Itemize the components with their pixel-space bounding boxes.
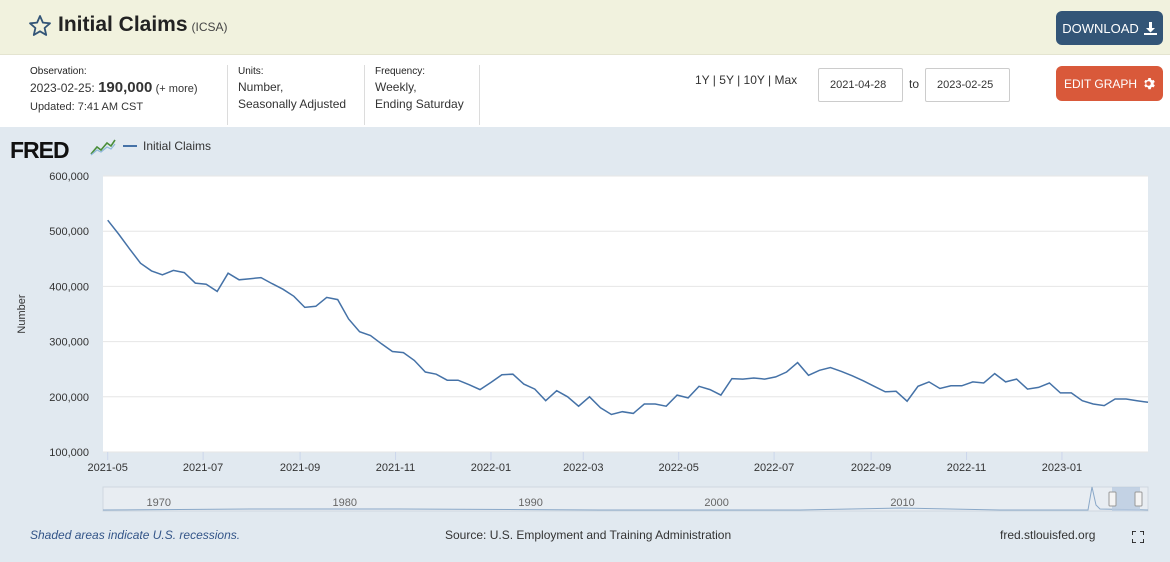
series-id: (ICSA) — [191, 20, 228, 34]
navigator-tick-label: 2000 — [704, 497, 728, 509]
edit-graph-button[interactable]: EDIT GRAPH — [1056, 66, 1163, 101]
units-line1: Number, — [238, 80, 284, 94]
star-icon[interactable] — [28, 14, 52, 38]
updated-time: Updated: 7:41 AM CST — [30, 101, 144, 113]
x-tick-label: 2021-09 — [280, 462, 320, 474]
download-icon — [1143, 21, 1157, 35]
y-axis-label: Number — [16, 294, 28, 333]
observation-date: 2023-02-25: — [30, 81, 95, 95]
plot-area — [103, 176, 1148, 452]
range-selector: 1Y | 5Y | 10Y | Max — [695, 73, 798, 87]
page-title: Initial Claims (ICSA) — [58, 13, 228, 37]
fullscreen-icon[interactable] — [1132, 531, 1144, 543]
y-tick-label: 200,000 — [49, 392, 89, 404]
navigator-tick-label: 2010 — [890, 497, 914, 509]
x-tick-label: 2022-05 — [659, 462, 699, 474]
x-tick-label: 2022-11 — [947, 462, 987, 474]
navigator-tick-label: 1980 — [332, 497, 356, 509]
x-tick-label: 2022-07 — [754, 462, 794, 474]
more-link[interactable]: (+ more) — [155, 83, 198, 95]
navigator-tick-label: 1970 — [147, 497, 171, 509]
range-5y[interactable]: 5Y — [719, 73, 734, 87]
observation-value: 190,000 — [98, 79, 153, 96]
source-note: Source: U.S. Employment and Training Adm… — [445, 528, 732, 542]
x-tick-label: 2021-11 — [376, 462, 416, 474]
series-title: Initial Claims — [58, 13, 188, 36]
units-info: Units: Number, Seasonally Adjusted — [238, 65, 346, 113]
navigator-left-handle[interactable] — [1108, 491, 1117, 507]
start-date-input[interactable] — [818, 68, 903, 102]
x-tick-label: 2022-01 — [471, 462, 511, 474]
y-tick-label: 600,000 — [49, 171, 89, 183]
frequency-label: Frequency: — [375, 66, 426, 77]
divider — [364, 65, 365, 125]
range-max[interactable]: Max — [774, 73, 798, 87]
frequency-line2: Ending Saturday — [375, 97, 464, 111]
observation-label: Observation: — [30, 66, 87, 77]
y-tick-label: 500,000 — [49, 226, 89, 238]
range-10y[interactable]: 10Y — [743, 73, 765, 87]
navigator-right-handle[interactable] — [1134, 491, 1143, 507]
page-header: Initial Claims (ICSA) — [0, 0, 1170, 55]
to-label: to — [909, 77, 920, 91]
frequency-info: Frequency: Weekly, Ending Saturday — [375, 65, 464, 113]
download-button[interactable]: DOWNLOAD — [1056, 11, 1163, 45]
edit-graph-label: EDIT GRAPH — [1063, 76, 1138, 91]
range-1y[interactable]: 1Y — [695, 73, 710, 87]
fred-logo-icon — [90, 139, 116, 156]
frequency-line1: Weekly, — [375, 80, 417, 94]
chart-legend: Initial Claims — [123, 139, 211, 153]
units-label: Units: — [238, 66, 264, 77]
gear-icon — [1144, 78, 1155, 90]
x-tick-label: 2021-07 — [183, 462, 223, 474]
end-date-input[interactable] — [925, 68, 1010, 102]
y-tick-label: 100,000 — [49, 447, 89, 459]
units-line2: Seasonally Adjusted — [238, 97, 347, 111]
observation-info: Observation: 2023-02-25: 190,000 (+ more… — [30, 65, 198, 116]
x-tick-label: 2021-05 — [88, 462, 128, 474]
x-tick-label: 2022-09 — [851, 462, 891, 474]
site-link[interactable]: fred.stlouisfed.org — [1000, 528, 1096, 542]
y-tick-label: 400,000 — [49, 281, 89, 293]
legend-swatch — [123, 145, 137, 147]
range-navigator[interactable] — [102, 486, 1149, 512]
divider — [479, 65, 480, 125]
recession-note: Shaded areas indicate U.S. recessions. — [30, 528, 241, 542]
legend-label: Initial Claims — [143, 139, 212, 153]
download-label: DOWNLOAD — [1062, 20, 1139, 36]
series-line-initial-claims — [107, 219, 1149, 416]
x-tick-label: 2022-03 — [563, 462, 603, 474]
y-tick-label: 300,000 — [49, 337, 89, 349]
fred-logo: FRED — [10, 137, 70, 163]
navigator-tick-label: 1990 — [518, 497, 542, 509]
x-tick-label: 2023-01 — [1042, 462, 1082, 474]
divider — [227, 65, 228, 125]
